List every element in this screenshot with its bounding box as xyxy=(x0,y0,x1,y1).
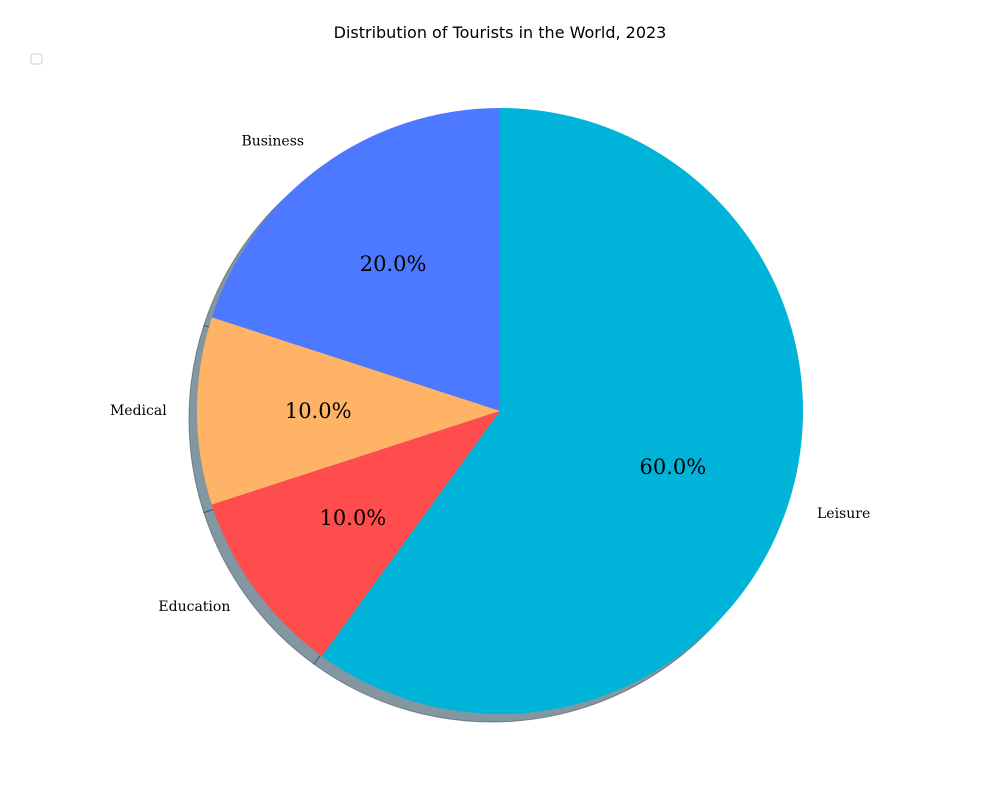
legend-box xyxy=(30,53,43,65)
percent-label-education: 10.0% xyxy=(320,506,387,530)
category-label-education: Education xyxy=(158,599,230,615)
pie-labels: Business 20.0% Medical 10.0% Education 10.0% L… xyxy=(110,133,870,615)
pie-slice-education xyxy=(211,411,500,657)
chart-title: Distribution of Tourists in the World, 2… xyxy=(334,23,667,42)
percent-label-leisure: 60.0% xyxy=(640,455,707,479)
category-label-medical: Medical xyxy=(110,403,167,419)
pie-slice-business xyxy=(211,108,500,411)
pie-slice-leisure xyxy=(321,108,804,714)
category-label-leisure: Leisure xyxy=(817,506,870,522)
percent-label-business: 20.0% xyxy=(360,252,427,276)
pie-slice-medical xyxy=(197,317,500,505)
pie-slices xyxy=(197,108,804,714)
category-label-business: Business xyxy=(241,133,304,149)
percent-label-medical: 10.0% xyxy=(285,399,352,423)
